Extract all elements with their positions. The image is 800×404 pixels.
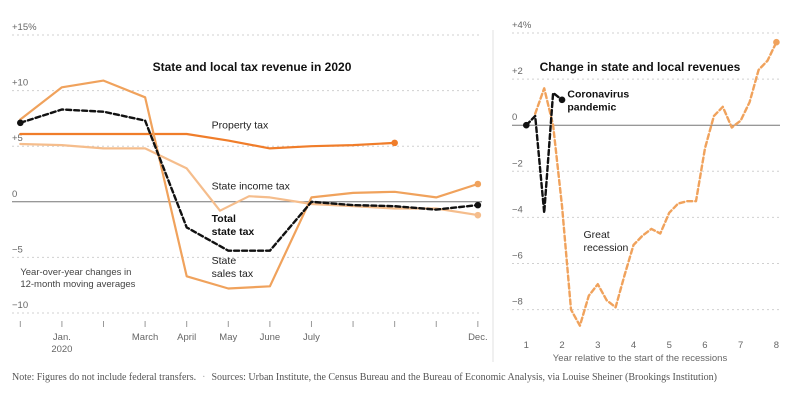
left-x-tick-label: May	[219, 332, 237, 343]
left-0-property-tax-line	[19, 132, 396, 150]
left-0-state-sales-tax-line	[19, 79, 479, 290]
chart-annotation-line-2: 12-month moving averages	[20, 279, 135, 290]
right-x-tick-label: 2	[559, 340, 564, 351]
right-1-coronavirus-pandemic-start-marker	[522, 121, 530, 129]
left-y-tick-label: +10	[12, 78, 28, 89]
right-y-tick-label: −6	[512, 250, 523, 261]
left-x-tick-label: 2020	[51, 344, 72, 355]
right-y-tick-label: 0	[512, 112, 517, 123]
footer-sources: Sources: Urban Institute, the Census Bur…	[211, 372, 717, 383]
right-1-coronavirus-pandemic-label-line-1: Coronavirus	[567, 89, 629, 101]
right-x-tick-label: 6	[702, 340, 707, 351]
right-x-tick-label: 3	[595, 340, 600, 351]
left-x-tick-label: March	[132, 332, 158, 343]
left-0-total-state-tax-line	[19, 108, 479, 252]
right-1-great-recession-end-marker	[773, 38, 780, 46]
right-y-tick-label: −8	[512, 297, 523, 308]
right-y-tick-label: −4	[512, 204, 523, 215]
right-chart-revenue-change: +4% +2 0 −2 −4 −6 −8 1 2 3 4 5 6 7 8 Change in state …	[512, 20, 780, 364]
right-y-tick-label: −2	[512, 158, 523, 169]
left-0-total-state-tax-label-line-2: state tax	[212, 226, 255, 238]
left-0-total-state-tax-label-line-1: Total	[212, 213, 236, 225]
left-chart-title: State and local tax revenue in 2020	[153, 60, 352, 74]
left-0-total-state-tax-start-marker	[17, 119, 24, 127]
footer-separator: ·	[202, 372, 206, 383]
left-x-tick-label: Jan.	[53, 332, 71, 343]
left-0-state-sales-tax-label-line-1: State	[212, 255, 237, 267]
right-chart-title: Change in state and local revenues	[540, 60, 741, 74]
right-x-axis: 1 2 3 4 5 6 7 8	[524, 340, 779, 351]
left-y-tick-label: +15%	[12, 22, 37, 33]
right-1-great-recession-line	[534, 41, 778, 327]
left-x-tick-label: July	[303, 332, 320, 343]
right-x-axis-label: Year relative to the start of the recess…	[553, 353, 728, 364]
left-y-tick-label: −5	[12, 244, 23, 255]
left-0-property-tax-label: Property tax	[212, 119, 269, 131]
left-grid: +15% +10 +5 0 −5 −10	[12, 22, 482, 314]
left-0-state-income-tax-end-marker	[474, 211, 482, 219]
right-x-tick-label: 5	[667, 340, 672, 351]
right-y-tick-label: +2	[512, 66, 523, 77]
left-0-total-state-tax-end-marker	[474, 201, 482, 209]
right-1-coronavirus-pandemic-end-marker	[558, 96, 566, 104]
left-0-property-tax-end-marker	[391, 139, 398, 147]
left-chart-revenue-2020: +15% +10 +5 0 −5 −10 Jan.2020 March April May Jun…	[12, 22, 488, 355]
left-0-state-income-tax-label: State income tax	[212, 181, 291, 193]
right-x-tick-label: 7	[738, 340, 743, 351]
left-y-tick-label: +5	[12, 133, 23, 144]
right-x-tick-label: 1	[524, 340, 529, 351]
right-1-coronavirus-pandemic-label-line-2: pandemic	[567, 102, 616, 114]
right-1-great-recession-label-line-1: Great	[583, 229, 609, 241]
right-1-great-recession-label-line-2: recession	[583, 242, 628, 254]
left-0-state-sales-tax-label-line-2: sales tax	[212, 268, 254, 280]
left-y-tick-label: −10	[12, 300, 28, 311]
right-x-tick-label: 8	[774, 340, 779, 351]
left-x-tick-label: June	[260, 332, 281, 343]
chart-annotation-line-1: Year-over-year changes in	[20, 267, 131, 278]
right-1-coronavirus-pandemic-line	[525, 91, 564, 215]
right-y-tick-label: +4%	[512, 20, 532, 31]
left-x-tick-label: Dec.	[468, 332, 488, 343]
left-0-state-sales-tax-end-marker	[474, 180, 482, 188]
left-x-axis: Jan.2020 March April May June July Dec.	[19, 321, 488, 355]
left-0-state-income-tax-line	[19, 142, 479, 217]
left-x-tick-label: April	[177, 332, 196, 343]
footer-note: Note: Figures do not include federal tra…	[12, 372, 197, 383]
footer: Note: Figures do not include federal tra…	[12, 372, 717, 383]
right-x-tick-label: 4	[631, 340, 636, 351]
left-y-tick-label: 0	[12, 189, 17, 200]
